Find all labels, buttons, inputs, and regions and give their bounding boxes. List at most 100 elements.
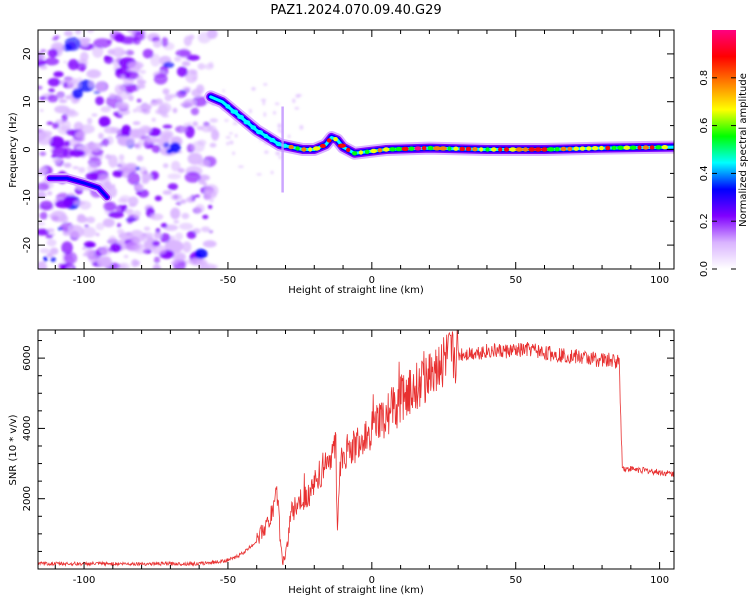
spectrogram-noise-cell	[87, 117, 93, 125]
spectrogram-ridge-cell	[655, 145, 662, 150]
spectrogram-noise-cell	[64, 110, 79, 118]
spectrogram-noise-cell	[58, 94, 64, 100]
spectrogram-noise-cell	[224, 119, 229, 122]
spectrogram-noise-cell	[179, 222, 194, 230]
spectrogram-noise-cell	[162, 124, 173, 129]
spectrogram-noise-cell	[274, 102, 280, 106]
spectrogram-noise-cell	[263, 112, 267, 117]
spectrogram-noise-cell	[152, 263, 161, 269]
spectrogram-noise-cell	[114, 84, 124, 95]
spectrogram-noise-cell	[297, 94, 303, 97]
spectrogram-noise-cell	[195, 204, 205, 213]
snr-y-tick-label: 4000	[22, 416, 33, 441]
spectrogram-ridge-cell	[395, 146, 403, 152]
spectrogram-noise-cell	[197, 63, 206, 70]
spectrogram-noise-cell	[225, 136, 231, 139]
spectrogram-ridge-cell	[295, 146, 300, 151]
spectrogram-noise-cell	[215, 132, 219, 136]
spectrogram-noise-cell	[159, 233, 171, 243]
spectrogram-noise-cell	[95, 222, 105, 231]
spectrogram-noise-cell	[264, 150, 269, 154]
spectrogram-ridge-cell	[586, 146, 592, 151]
spectrogram-noise-cell	[153, 256, 161, 264]
spectrogram-ridge-cell	[250, 125, 257, 130]
spectrogram-noise-cell	[54, 105, 70, 114]
spectrogram-secondary-ridge	[44, 173, 113, 203]
spectrogram-noise-cell	[160, 130, 174, 140]
spectrogram-noise-cell	[44, 57, 60, 66]
spectrogram-noise-cell	[123, 78, 135, 85]
spectrogram-noise-cell	[163, 142, 170, 148]
spectrogram-ridge-cell	[528, 147, 536, 152]
spectrogram-noise-cell	[87, 164, 98, 173]
spectrogram-noise-cell	[270, 170, 274, 175]
spectrogram-ridge-cell	[649, 145, 655, 150]
spectrogram-noise-cell	[123, 71, 139, 80]
spectrogram-noise-cell	[59, 214, 69, 223]
spectrogram-ridge-cell	[237, 114, 245, 120]
spectrogram-noise-cell	[69, 149, 86, 157]
spectrogram-noise-cell	[84, 224, 89, 228]
spectrogram-ridge-cell	[377, 148, 383, 153]
spectrogram-noise-cell	[111, 47, 125, 58]
spectrogram-ridge-cell	[346, 147, 351, 153]
spectrogram-noise-cell	[175, 90, 187, 98]
spectrogram-noise-cell	[53, 71, 64, 78]
spectrogram-noise-cell	[100, 256, 112, 268]
spectrogram-noise-cell	[260, 98, 267, 102]
spectrogram-noise-cell	[181, 212, 190, 220]
spectrogram-noise-cell	[107, 39, 113, 44]
spectrogram-ridge-cell	[642, 145, 649, 150]
spectrogram-noise-cell	[135, 30, 145, 35]
spectrogram-noise-cell	[48, 88, 55, 93]
spectrogram-noise-cell	[262, 100, 265, 106]
spectrogram-noise-cell	[55, 200, 72, 209]
spectrogram-noise-cell	[135, 105, 145, 113]
spectrogram-noise-cell	[183, 98, 196, 107]
spectrogram-noise-cell	[38, 228, 50, 236]
spectrogram-noise-cell	[222, 89, 225, 93]
spectrogram-x-tick-label: 50	[509, 275, 522, 286]
spectrogram-noise-cell	[64, 140, 70, 145]
spectrogram-noise-cell	[162, 88, 170, 95]
spectrogram-ridge-cell	[288, 144, 294, 150]
spectrogram-noise-cell	[150, 100, 159, 106]
spectrogram-noise-cell	[232, 151, 236, 155]
spectrogram-noise-cell	[100, 106, 111, 113]
spectrogram-noise-cell	[194, 248, 208, 259]
spectrogram-noise-cell	[93, 90, 101, 95]
spectrogram-noise-cell	[135, 166, 141, 171]
spectrogram-noise-cell	[202, 240, 217, 248]
spectrogram-noise-cell	[127, 172, 141, 185]
snr-x-tick-label: 0	[369, 575, 375, 586]
spectrogram-y-axis: -20 -10 0 10 20	[22, 29, 674, 270]
spectrogram-noise-cell	[46, 239, 57, 247]
spectrogram-ridge-cell	[421, 146, 427, 151]
spectrogram-x-axis: -100 -50 0 50 100	[54, 30, 669, 286]
spectrogram-noise-cell	[191, 88, 202, 97]
spectrogram-noise-cell	[287, 134, 291, 139]
snr-series-line	[38, 330, 674, 567]
spectrogram-ridge-cell	[515, 147, 524, 152]
spectrogram-ridge-cell	[490, 147, 497, 152]
spectrogram-noise-cell	[128, 196, 139, 207]
spectrogram-noise-cell	[73, 121, 84, 132]
spectrogram-noise-cell	[162, 190, 172, 195]
spectrogram-noise-cell	[226, 141, 230, 146]
spectrogram-noise-cell	[232, 122, 239, 125]
spectrogram-noise-cell	[88, 255, 98, 263]
spectrogram-noise-cell	[38, 168, 45, 176]
spectrogram-noise-cell	[103, 201, 117, 212]
spectrogram-noise-cell	[100, 248, 113, 255]
spectrogram-noise-cell	[162, 163, 169, 169]
spectrogram-noise-cell	[146, 137, 160, 144]
spectrogram-noise-cell	[77, 77, 83, 82]
spectrogram-ridge-cell	[243, 120, 251, 125]
spectrogram-ridge-cell	[623, 145, 631, 150]
spectrogram-noise-cell	[211, 129, 220, 141]
spectrogram-ridge-cell	[275, 141, 282, 147]
spectrogram-x-tick-label: -100	[73, 275, 96, 286]
spectrogram-ridge-cell	[337, 143, 346, 148]
snr-x-tick-label: -50	[220, 575, 236, 586]
spectrogram-noise-cell	[186, 230, 197, 239]
